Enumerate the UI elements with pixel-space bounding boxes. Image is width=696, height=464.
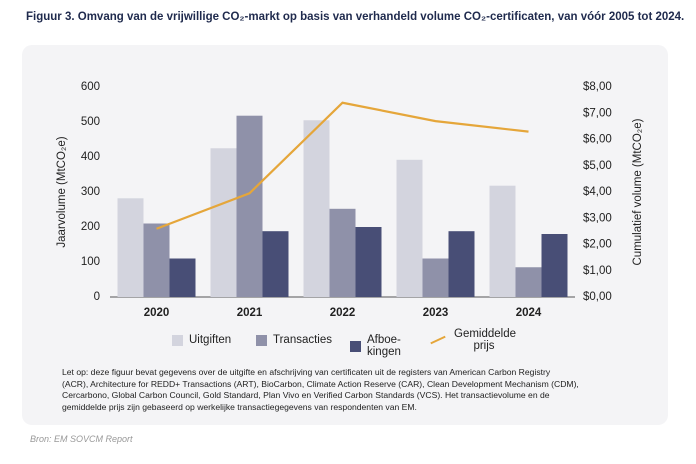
y2-tick-label: $6,00 [583,134,612,146]
y2-tick-label: $5,00 [583,160,612,172]
note: Let op: deze figuur bevat gegevens over … [62,367,579,413]
chart-title: Figuur 3. Omvang van de vrijwillige CO₂-… [26,11,685,23]
y2-tick-label: $2,00 [583,239,612,251]
bar [355,227,382,297]
y2-tick-label: $8,00 [583,81,612,93]
y-tick-label: 300 [81,186,100,198]
legend-label: Gemiddelde prijs [454,328,517,352]
note-line: gemiddelde prijs zijn gebaseerd op werke… [62,401,417,412]
y-tick-label: 100 [81,256,100,268]
legend-line [430,335,446,345]
x-tick-label: 2022 [330,307,356,319]
bar [396,159,423,297]
x-tick-label: 2020 [144,307,170,319]
legend-label: Uitgiften [189,334,232,346]
y-axis-title: Jaarvolume (MtCO₂e) [56,136,68,247]
legend-label: Afboe-kingen [367,334,401,358]
bar [515,267,542,297]
bar [236,115,263,297]
legend-item: Gemiddelde prijs [430,328,517,352]
bar [422,258,449,297]
legend-label: Transacties [273,334,333,346]
legend-item: Transacties [256,334,353,346]
y-tick-label: 200 [81,221,100,233]
legend-swatch [172,334,183,346]
y-tick-label: 0 [94,291,100,303]
bar [541,234,568,297]
y2-tick-label: $1,00 [583,265,612,277]
x-tick-label: 2021 [237,307,263,319]
note-line: (ACR), Architecture for REDD+ Transactio… [62,378,579,389]
bar [329,208,356,297]
y-tick-label: 600 [81,81,100,93]
legend-swatch [256,334,267,346]
y2-tick-label: $7,00 [583,107,612,119]
bar [262,231,289,297]
bar [143,223,170,297]
bar [210,148,237,297]
note-line: Let op: deze figuur bevat gegevens over … [62,367,551,377]
bar [117,198,144,297]
bar [169,258,196,297]
x-tick-label: 2024 [516,307,542,319]
legend-swatch [350,340,361,352]
y2-tick-label: $4,00 [583,186,612,198]
y-tick-label: 500 [81,116,100,128]
y2-axis-title: Cumulatief volume (MtCO₂e) [632,118,644,265]
source: Bron: EM SOVCM Report [30,434,133,444]
legend-item: Afboe-kingen [350,334,407,358]
bar [448,231,475,297]
bar [489,185,516,297]
legend: Uitgiften Transacties Afboe-kingen Gemiddel… [0,326,696,358]
x-tick-label: 2023 [423,307,449,319]
legend-item: Uitgiften [172,334,269,346]
y2-tick-label: $0,00 [583,291,612,303]
y2-tick-label: $3,00 [583,212,612,224]
y-tick-label: 400 [81,151,100,163]
note-line: Cercarbono, Global Carbon Council, Gold … [62,390,550,400]
price-line [156,101,529,230]
bar [303,120,330,297]
